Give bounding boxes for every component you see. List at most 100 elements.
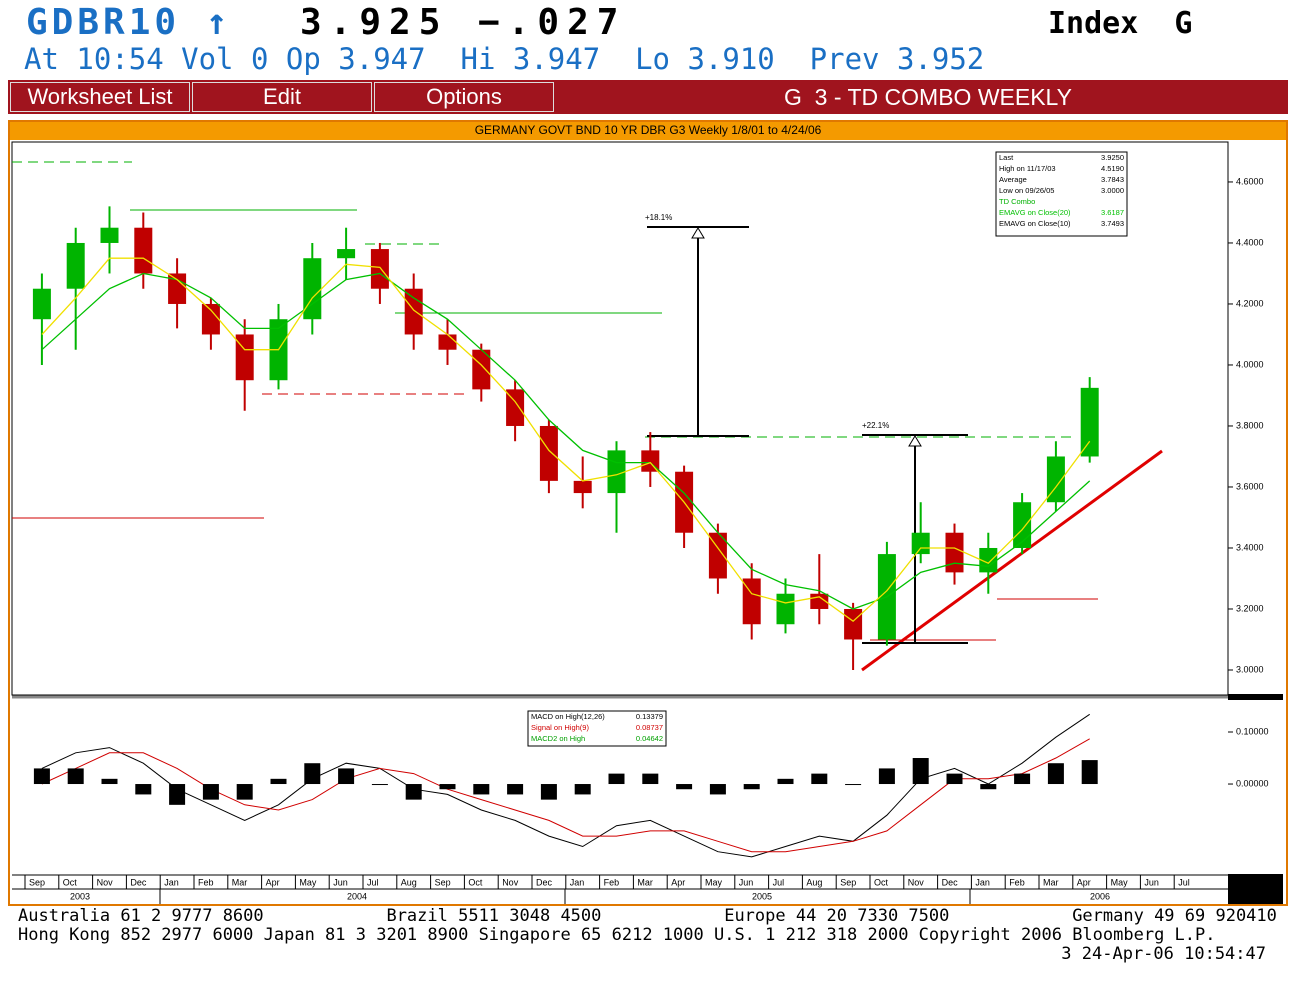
- x-tick-label: Jun: [1144, 877, 1159, 887]
- candle-body: [1080, 387, 1099, 457]
- candle-body: [911, 532, 930, 555]
- y-tick-label: 0.00000: [1236, 778, 1269, 788]
- measure-arrow: [691, 227, 705, 239]
- year-label: 2003: [70, 891, 90, 901]
- histogram-bar: [811, 773, 828, 785]
- candle-body: [945, 532, 964, 573]
- year-label: 2005: [752, 891, 772, 901]
- ticker: GDBR10 ↑: [26, 2, 232, 43]
- legend-value: 3.6187: [1101, 208, 1124, 217]
- x-tick-label: Nov: [502, 877, 519, 887]
- x-tick-label: Jul: [773, 877, 785, 887]
- legend-box: [527, 710, 667, 747]
- histogram-bar: [338, 768, 355, 785]
- axis-corner: [1228, 874, 1283, 904]
- x-tick-label: Jul: [1178, 877, 1190, 887]
- trend-line: [861, 449, 1163, 672]
- footer: Australia 61 2 9777 8600 Brazil 5511 304…: [18, 907, 1277, 964]
- chart-title: GERMANY GOVT BND 10 YR DBR G3 Weekly 1/8…: [475, 123, 822, 137]
- candle-body: [168, 273, 187, 304]
- histogram-bar: [439, 784, 456, 790]
- x-tick-label: Jul: [367, 877, 379, 887]
- histogram-bar: [304, 763, 321, 785]
- candle-body: [100, 227, 119, 243]
- histogram-bar: [676, 784, 693, 790]
- candle-body: [539, 425, 558, 481]
- candle-body: [370, 249, 389, 289]
- menu-item[interactable]: Edit: [192, 82, 372, 112]
- x-tick-label: Mar: [1043, 877, 1059, 887]
- annotation: +22.1%: [862, 421, 889, 430]
- candle-body: [66, 242, 85, 289]
- legend-value: 0.13379: [636, 712, 663, 721]
- legend-label: EMAVG on Close(10): [999, 219, 1071, 228]
- study-lines: [12, 161, 1163, 672]
- legend-label: Average: [999, 175, 1027, 184]
- histogram-bar: [101, 778, 118, 785]
- x-tick-label: Oct: [63, 877, 78, 887]
- x-tick-label: Oct: [874, 877, 889, 887]
- legend-value: 3.9250: [1101, 153, 1124, 162]
- legend-label: MACD2 on High: [531, 734, 585, 743]
- histogram-bar: [878, 768, 895, 785]
- quote-line: At 10:54 Vol 0 Op 3.947 Hi 3.947 Lo 3.91…: [24, 42, 985, 76]
- x-tick-label: Dec: [130, 877, 147, 887]
- legend-value: 0.04642: [636, 734, 663, 743]
- candle-body: [708, 532, 727, 579]
- candle-body: [877, 554, 896, 640]
- x-tick-label: May: [1111, 877, 1129, 887]
- legend-value: 3.7843: [1101, 175, 1124, 184]
- candle-body: [235, 334, 254, 381]
- legend-label: TD Combo: [999, 197, 1035, 206]
- x-tick-label: Jun: [739, 877, 754, 887]
- series-line: [41, 713, 1090, 858]
- x-tick-label: Apr: [671, 877, 685, 887]
- candle-body: [742, 578, 761, 625]
- x-tick-label: May: [299, 877, 317, 887]
- x-tick-label: Jun: [333, 877, 348, 887]
- series-line: [41, 257, 1091, 623]
- histogram-bar: [1081, 760, 1098, 785]
- histogram-bar: [1014, 773, 1031, 785]
- x-tick-label: May: [705, 877, 723, 887]
- y-tick-label: 3.4000: [1236, 542, 1264, 552]
- measure-arrow: [908, 435, 922, 447]
- price-panel: [11, 141, 1229, 696]
- histogram-bar: [980, 784, 997, 790]
- footer-line: Australia 61 2 9777 8600 Brazil 5511 304…: [18, 906, 1277, 926]
- x-tick-label: Apr: [266, 877, 280, 887]
- histogram-bar: [845, 784, 862, 786]
- histogram-bar: [574, 784, 591, 795]
- histogram-bar: [169, 784, 186, 805]
- legend-label: Signal on High(9): [531, 723, 589, 732]
- market-sector: Index G: [1048, 6, 1193, 41]
- histogram-bar: [371, 784, 388, 786]
- legend-value: 4.5190: [1101, 164, 1124, 173]
- histogram-bar: [473, 784, 490, 795]
- x-tick-label: Aug: [401, 877, 417, 887]
- x-tick-label: Feb: [604, 877, 620, 887]
- menu-item[interactable]: Options: [374, 82, 554, 112]
- x-tick-label: Jan: [570, 877, 585, 887]
- menu-bar: Worksheet List Edit Options G 3 - TD COM…: [8, 80, 1288, 114]
- y-tick-label: 4.6000: [1236, 176, 1264, 186]
- candle-body: [134, 227, 153, 274]
- legend-value: 3.7493: [1101, 219, 1124, 228]
- candle-body: [641, 450, 660, 472]
- histogram-bar: [709, 784, 726, 795]
- histogram-bar: [946, 773, 963, 785]
- candle-body: [506, 389, 525, 426]
- candle-body: [573, 480, 592, 494]
- x-tick-label: Sep: [435, 877, 451, 887]
- y-tick-label: 4.4000: [1236, 237, 1264, 247]
- histogram-bar: [33, 768, 50, 785]
- x-tick-label: Aug: [806, 877, 822, 887]
- menu-item[interactable]: Worksheet List: [10, 82, 190, 112]
- x-tick-label: Oct: [468, 877, 483, 887]
- candle-body: [844, 608, 863, 640]
- candle-body: [675, 471, 694, 533]
- histogram-bar: [608, 773, 625, 785]
- histogram-bar: [1047, 763, 1064, 785]
